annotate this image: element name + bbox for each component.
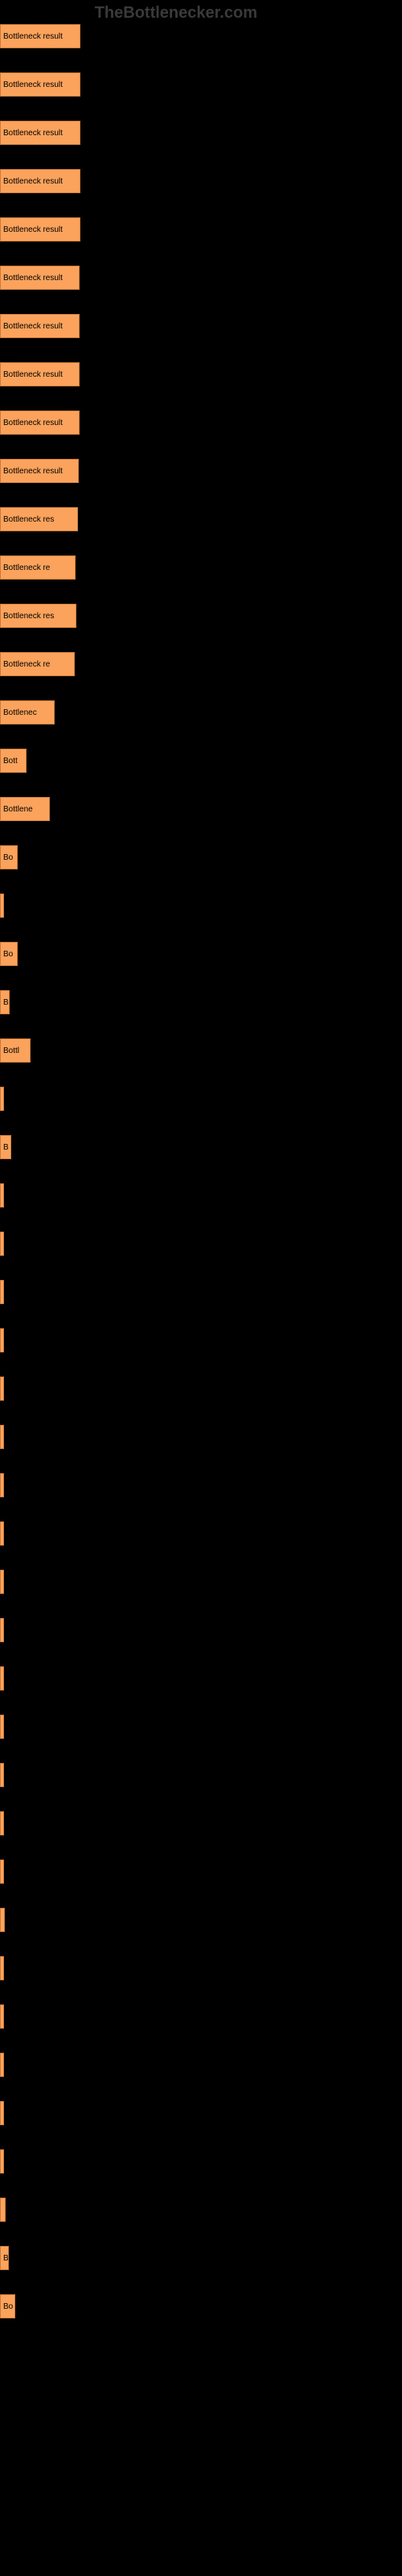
bar bbox=[0, 1908, 5, 1932]
bar: Bottleneck result bbox=[0, 411, 80, 435]
bar-row bbox=[0, 1570, 402, 1594]
bar: B bbox=[0, 2246, 9, 2270]
bar-row bbox=[0, 2101, 402, 2125]
bar bbox=[0, 1666, 4, 1690]
bar-row: Bottleneck result bbox=[0, 72, 402, 97]
bar-row: Bo bbox=[0, 2294, 402, 2318]
bar-row bbox=[0, 1473, 402, 1497]
bar: Bottleneck result bbox=[0, 314, 80, 338]
bar: Bottleneck result bbox=[0, 459, 79, 483]
bar-row: Bott bbox=[0, 749, 402, 773]
bar bbox=[0, 1183, 4, 1208]
bar-row bbox=[0, 2198, 402, 2222]
bar bbox=[0, 1087, 4, 1111]
bar-row: Bottleneck result bbox=[0, 217, 402, 242]
bar: Bottleneck result bbox=[0, 72, 80, 97]
bar-row: Bottleneck result bbox=[0, 314, 402, 338]
bar-row: Bottlenec bbox=[0, 700, 402, 724]
bar-row: Bottleneck res bbox=[0, 507, 402, 531]
bar-row bbox=[0, 1666, 402, 1690]
bar: Bottleneck res bbox=[0, 507, 78, 531]
bar: Bottleneck result bbox=[0, 121, 80, 145]
bar: Bottleneck re bbox=[0, 555, 76, 580]
bar: Bo bbox=[0, 2294, 15, 2318]
bar: Bottleneck result bbox=[0, 169, 80, 193]
bar-row bbox=[0, 1377, 402, 1401]
bar: Bottleneck result bbox=[0, 362, 80, 386]
bar-row bbox=[0, 1425, 402, 1449]
bar-row: B bbox=[0, 1135, 402, 1159]
bar bbox=[0, 1811, 4, 1835]
bar bbox=[0, 1473, 4, 1497]
bar bbox=[0, 2053, 4, 2077]
bar: Bottleneck result bbox=[0, 266, 80, 290]
bar bbox=[0, 1232, 4, 1256]
bar-row bbox=[0, 1521, 402, 1546]
bar-row: Bottleneck result bbox=[0, 169, 402, 193]
bar-row bbox=[0, 2053, 402, 2077]
bar: B bbox=[0, 1135, 11, 1159]
bar-row bbox=[0, 1811, 402, 1835]
bar-row: Bottleneck re bbox=[0, 652, 402, 676]
bar-row bbox=[0, 2004, 402, 2029]
bar bbox=[0, 2149, 4, 2174]
bar-row bbox=[0, 1183, 402, 1208]
bar-row: Bottleneck res bbox=[0, 604, 402, 628]
bar: Bottleneck res bbox=[0, 604, 76, 628]
bar-row bbox=[0, 1956, 402, 1980]
bar-row: Bo bbox=[0, 845, 402, 869]
bar bbox=[0, 1328, 4, 1352]
bar bbox=[0, 2101, 4, 2125]
bar bbox=[0, 1570, 4, 1594]
bar: Bo bbox=[0, 942, 18, 966]
bar bbox=[0, 2004, 4, 2029]
bar-row bbox=[0, 1328, 402, 1352]
bar bbox=[0, 1715, 4, 1739]
bar-row: Bottleneck result bbox=[0, 266, 402, 290]
chart-container: Bottleneck result Bottleneck result Bottle… bbox=[0, 0, 402, 2383]
bar: Bottlene bbox=[0, 797, 50, 821]
bar-row bbox=[0, 1860, 402, 1884]
bars-container: Bottleneck result Bottleneck result Bottle… bbox=[0, 24, 402, 2318]
bar bbox=[0, 1763, 4, 1787]
bar-row bbox=[0, 1087, 402, 1111]
bar: Bottleneck result bbox=[0, 24, 80, 48]
bar-row: Bottleneck result bbox=[0, 121, 402, 145]
bar: Bottlenec bbox=[0, 700, 55, 724]
bar bbox=[0, 1425, 4, 1449]
bar bbox=[0, 1860, 4, 1884]
bar bbox=[0, 1377, 4, 1401]
bar: Bo bbox=[0, 845, 18, 869]
bar-row: Bottlene bbox=[0, 797, 402, 821]
bar-row: Bottleneck re bbox=[0, 555, 402, 580]
bar bbox=[0, 1618, 4, 1642]
bar-row: B bbox=[0, 2246, 402, 2270]
bar bbox=[0, 1280, 4, 1304]
bar: Bottl bbox=[0, 1038, 31, 1063]
bar: Bottleneck re bbox=[0, 652, 75, 676]
bar bbox=[0, 894, 4, 918]
bar-row bbox=[0, 1232, 402, 1256]
bar-row: Bottleneck result bbox=[0, 362, 402, 386]
bar: Bottleneck result bbox=[0, 217, 80, 242]
bar: Bott bbox=[0, 749, 27, 773]
bar-row bbox=[0, 1280, 402, 1304]
bar-row: Bottleneck result bbox=[0, 411, 402, 435]
bar-row bbox=[0, 2149, 402, 2174]
bar-row: B bbox=[0, 990, 402, 1014]
bar-row bbox=[0, 1763, 402, 1787]
bar-row bbox=[0, 894, 402, 918]
bar-row: Bottl bbox=[0, 1038, 402, 1063]
bar: B bbox=[0, 990, 10, 1014]
bar bbox=[0, 2198, 6, 2222]
bar bbox=[0, 1956, 4, 1980]
bar-row: Bo bbox=[0, 942, 402, 966]
bar-row bbox=[0, 1715, 402, 1739]
bar-row bbox=[0, 1908, 402, 1932]
bar-row: Bottleneck result bbox=[0, 459, 402, 483]
bar bbox=[0, 1521, 4, 1546]
bar-row: Bottleneck result bbox=[0, 24, 402, 48]
bar-row bbox=[0, 1618, 402, 1642]
watermark-text: TheBottlenecker.com bbox=[95, 4, 257, 23]
